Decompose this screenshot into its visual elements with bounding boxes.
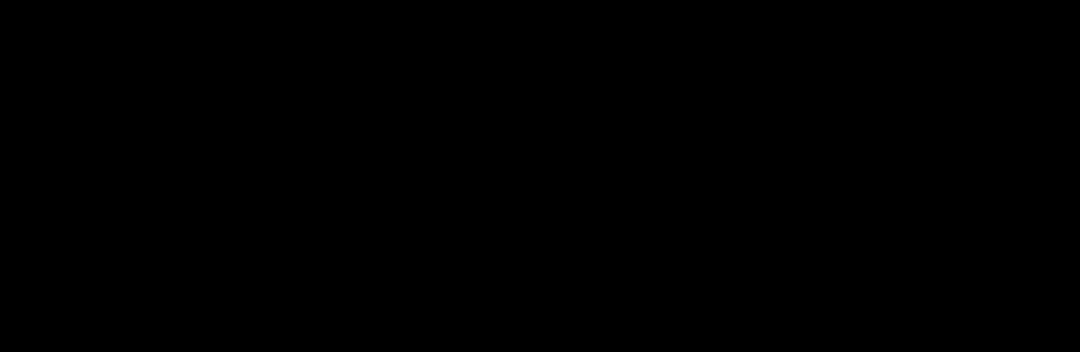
Text: magnitude and phase of your answer separately for $-\pi \leq \omega \leq \pi$.: magnitude and phase of your answer separ… [239, 37, 841, 59]
Text: Q3. Determine the 8-poiny DFT of the real-valued sequence $x[n] = \delta[n - 3]$: Q3. Determine the 8-poiny DFT of the rea… [143, 8, 937, 31]
Text: Q3.: Q3. [157, 11, 192, 29]
